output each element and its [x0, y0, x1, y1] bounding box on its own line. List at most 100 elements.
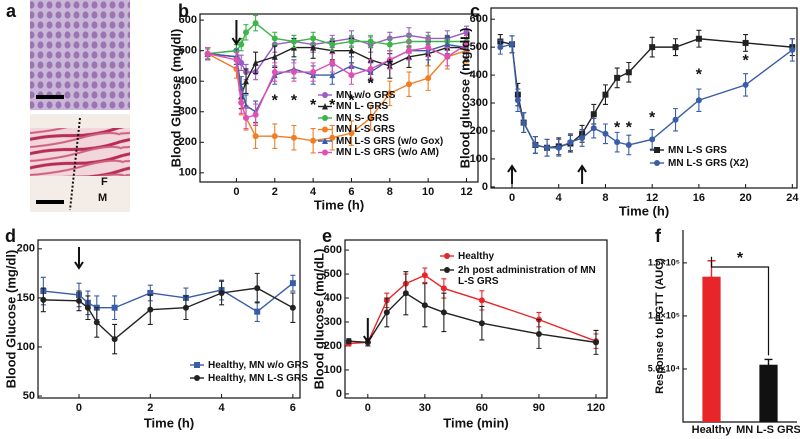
significance-mark: * [272, 92, 279, 109]
marker [509, 41, 516, 48]
panel-label: c [470, 1, 480, 21]
legend-marker [322, 92, 328, 98]
marker [405, 47, 412, 54]
marker [238, 59, 245, 66]
legend-label: MN L-S GRS (X2) [668, 157, 749, 169]
marker [421, 272, 428, 279]
marker [243, 114, 250, 121]
marker [478, 320, 485, 327]
significance-mark: * [310, 97, 317, 114]
marker [614, 139, 621, 146]
marker [567, 139, 574, 146]
plot-frame [199, 13, 479, 183]
marker [520, 119, 527, 126]
legend-marker [654, 147, 660, 153]
x-tick-label: 12 [646, 192, 658, 204]
bar [759, 364, 778, 422]
marker [649, 136, 656, 143]
y-tick-label: 300 [470, 97, 488, 109]
y-tick-label: 200 [470, 125, 488, 137]
legend-marker [322, 103, 328, 110]
x-tick-label: 16 [693, 192, 705, 204]
y-tick-label: 200 [179, 136, 197, 148]
marker [147, 306, 154, 313]
series-line [500, 43, 793, 149]
marker [602, 91, 609, 98]
marker [402, 290, 409, 297]
marker [252, 59, 259, 66]
legend-label: 2h post administration of MN L-S GRS [458, 264, 596, 287]
y-tick-label: 1.0×10⁵ [648, 310, 680, 320]
x-tick-label: 6 [348, 186, 354, 198]
y-tick-label: 300 [324, 316, 342, 328]
marker [386, 41, 393, 48]
marker [421, 302, 428, 309]
legend-label: Healthy [458, 250, 495, 262]
marker [218, 289, 225, 296]
marker [579, 134, 586, 141]
y-tick-label: 100 [17, 341, 35, 353]
x-tick-label: 2 [147, 402, 153, 414]
legend-marker [322, 137, 328, 144]
x-tick-label: 90 [533, 402, 545, 414]
x-tick-label: 0 [233, 186, 239, 198]
plot-frame [344, 239, 608, 399]
legend-marker [194, 375, 200, 381]
y-tick-label: 0 [482, 181, 488, 193]
legend-marker [322, 126, 328, 133]
marker [254, 285, 261, 292]
marker [348, 47, 355, 54]
panel-label: b [178, 1, 189, 21]
marker [535, 330, 542, 337]
series-line [207, 43, 467, 113]
marker [386, 56, 393, 63]
significance-mark: * [626, 119, 633, 136]
marker [444, 53, 451, 60]
x-tick-label: 2 [272, 186, 278, 198]
marker [310, 69, 317, 76]
plot-frame [37, 239, 301, 399]
marker [695, 97, 702, 104]
marker [252, 133, 259, 140]
marker [440, 309, 447, 316]
marker [742, 81, 749, 88]
significance-mark: * [387, 57, 394, 74]
marker [329, 134, 336, 141]
marker [614, 74, 621, 81]
x-tick-label: 8 [387, 186, 393, 198]
marker [271, 35, 278, 42]
legend-marker [654, 160, 660, 166]
legend-marker [444, 253, 450, 259]
y-tick-label: 400 [470, 69, 488, 81]
marker [386, 90, 393, 97]
marker [649, 44, 656, 51]
legend-label: MN L- GRS [336, 101, 389, 112]
x-axis-label: Time (h) [619, 203, 669, 218]
x-tick-label: 8 [602, 192, 608, 204]
marker [271, 53, 278, 60]
panel-label: e [322, 226, 332, 246]
y-tick-label: 500 [179, 45, 197, 57]
marker [93, 319, 100, 326]
x-tick-label: 0 [76, 402, 82, 414]
x-axis-label: Time (h) [314, 197, 364, 212]
marker [348, 72, 355, 79]
y-axis-label: Response to IPGTT (AUC) [654, 258, 666, 394]
y-tick-label: 5.0×10⁴ [648, 363, 680, 373]
marker [367, 38, 374, 45]
marker [367, 65, 374, 72]
marker [497, 44, 504, 51]
legend-marker [444, 267, 450, 273]
marker [555, 144, 562, 151]
marker [289, 280, 296, 287]
x-tick-label: 4 [310, 186, 317, 198]
x-tick-label: 4 [219, 402, 226, 414]
y-tick-label: 200 [17, 243, 35, 255]
x-tick-label: 6 [290, 402, 296, 414]
marker [625, 69, 632, 76]
y-tick-label: 150 [17, 292, 35, 304]
marker [310, 137, 317, 144]
y-tick-label: 200 [324, 340, 342, 352]
significance-mark: * [329, 97, 336, 114]
